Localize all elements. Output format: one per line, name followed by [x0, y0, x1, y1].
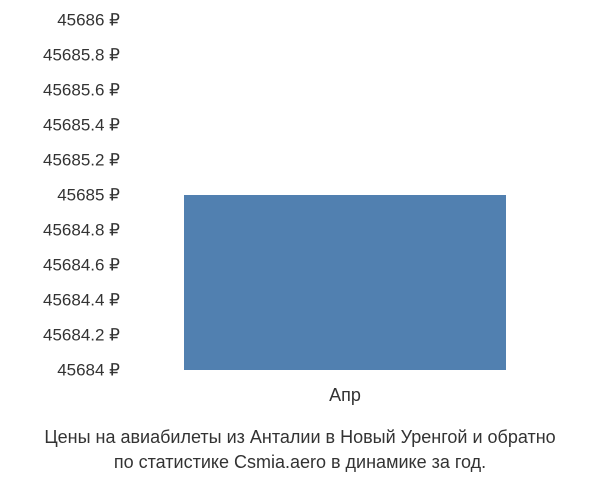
x-axis-labels: Апр: [130, 380, 560, 410]
y-tick-label: 45684.4 ₽: [0, 292, 120, 309]
y-tick-label: 45684.8 ₽: [0, 222, 120, 239]
y-tick-label: 45684 ₽: [0, 362, 120, 379]
y-tick-label: 45685 ₽: [0, 187, 120, 204]
y-tick-label: 45684.6 ₽: [0, 257, 120, 274]
x-tick-label: Апр: [329, 385, 361, 406]
bar: [184, 195, 507, 370]
y-tick-label: 45684.2 ₽: [0, 327, 120, 344]
y-tick-label: 45685.8 ₽: [0, 47, 120, 64]
y-tick-label: 45685.6 ₽: [0, 82, 120, 99]
chart-caption: Цены на авиабилеты из Анталии в Новый Ур…: [0, 425, 600, 475]
bar-chart: 45686 ₽ 45685.8 ₽ 45685.6 ₽ 45685.4 ₽ 45685.…: [0, 0, 600, 500]
caption-line-1: Цены на авиабилеты из Анталии в Новый Ур…: [0, 425, 600, 450]
y-tick-label: 45685.4 ₽: [0, 117, 120, 134]
y-axis-labels: 45686 ₽45685.8 ₽45685.6 ₽45685.4 ₽45685.…: [0, 20, 120, 370]
y-tick-label: 45685.2 ₽: [0, 152, 120, 169]
plot-area: [130, 20, 560, 370]
caption-line-2: по статистике Csmia.aero в динамике за г…: [0, 450, 600, 475]
y-tick-label: 45686 ₽: [0, 12, 120, 29]
